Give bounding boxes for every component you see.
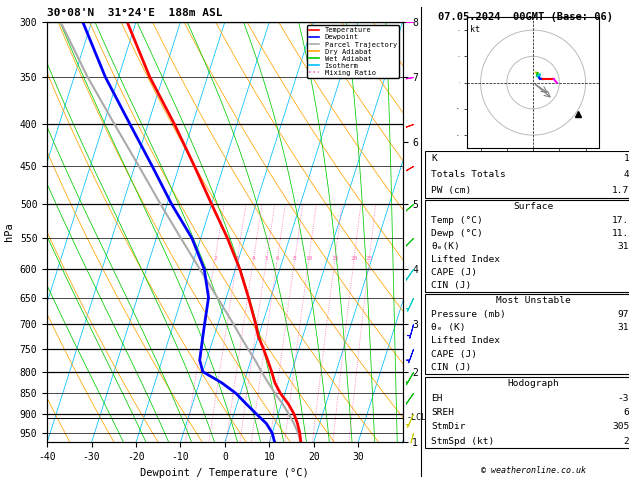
Bar <box>425 151 629 198</box>
Text: CAPE (J): CAPE (J) <box>431 268 477 277</box>
Y-axis label: km
ASL: km ASL <box>435 232 452 254</box>
Text: 30°08'N  31°24'E  188m ASL: 30°08'N 31°24'E 188m ASL <box>47 8 223 18</box>
Text: StmSpd (kt): StmSpd (kt) <box>431 436 494 446</box>
Text: Temp (°C): Temp (°C) <box>431 215 483 225</box>
Text: 6: 6 <box>276 256 279 260</box>
Text: © weatheronline.co.uk: © weatheronline.co.uk <box>481 466 586 475</box>
Text: 4: 4 <box>252 256 255 260</box>
X-axis label: Dewpoint / Temperature (°C): Dewpoint / Temperature (°C) <box>140 468 309 478</box>
Text: PW (cm): PW (cm) <box>431 186 471 194</box>
Text: StmDir: StmDir <box>431 422 465 431</box>
Text: 1.77: 1.77 <box>612 186 629 194</box>
Text: K: K <box>431 154 437 163</box>
Text: kt: kt <box>470 25 480 34</box>
Text: 315: 315 <box>618 323 629 332</box>
Text: Lifted Index: Lifted Index <box>431 336 500 345</box>
Text: CIN (J): CIN (J) <box>431 280 471 290</box>
Bar <box>425 377 629 448</box>
Text: 13: 13 <box>623 154 629 163</box>
Text: 975: 975 <box>618 310 629 319</box>
Text: 2: 2 <box>213 256 217 260</box>
Text: 21: 21 <box>623 436 629 446</box>
Text: -LCL: -LCL <box>407 413 426 422</box>
Text: 11.2: 11.2 <box>612 228 629 238</box>
Text: 40: 40 <box>623 170 629 179</box>
Text: Hodograph: Hodograph <box>507 379 559 388</box>
Legend: Temperature, Dewpoint, Parcel Trajectory, Dry Adiabat, Wet Adiabat, Isotherm, Mi: Temperature, Dewpoint, Parcel Trajectory… <box>307 25 399 78</box>
Text: CAPE (J): CAPE (J) <box>431 349 477 359</box>
Text: 17.1: 17.1 <box>612 215 629 225</box>
Text: Pressure (mb): Pressure (mb) <box>431 310 506 319</box>
Text: 10: 10 <box>305 256 313 260</box>
Text: SREH: SREH <box>431 408 454 417</box>
Text: 315: 315 <box>618 242 629 251</box>
Text: Surface: Surface <box>513 203 553 211</box>
Text: 3: 3 <box>235 256 239 260</box>
Text: 305°: 305° <box>612 422 629 431</box>
Bar <box>425 201 629 292</box>
Text: Dewp (°C): Dewp (°C) <box>431 228 483 238</box>
Text: 62: 62 <box>623 408 629 417</box>
Text: 15: 15 <box>331 256 339 260</box>
Text: Totals Totals: Totals Totals <box>431 170 506 179</box>
Text: θₑ(K): θₑ(K) <box>431 242 460 251</box>
Text: 20: 20 <box>350 256 358 260</box>
Text: θₑ (K): θₑ (K) <box>431 323 465 332</box>
Y-axis label: hPa: hPa <box>4 223 14 242</box>
Bar <box>425 294 629 374</box>
Text: 5: 5 <box>265 256 269 260</box>
Text: 07.05.2024  00GMT (Base: 06): 07.05.2024 00GMT (Base: 06) <box>438 12 613 22</box>
Text: 25: 25 <box>365 256 373 260</box>
Text: EH: EH <box>431 394 443 402</box>
Text: CIN (J): CIN (J) <box>431 363 471 372</box>
Text: Lifted Index: Lifted Index <box>431 255 500 263</box>
Text: Most Unstable: Most Unstable <box>496 296 571 305</box>
Text: -39: -39 <box>618 394 629 402</box>
Text: 8: 8 <box>293 256 297 260</box>
